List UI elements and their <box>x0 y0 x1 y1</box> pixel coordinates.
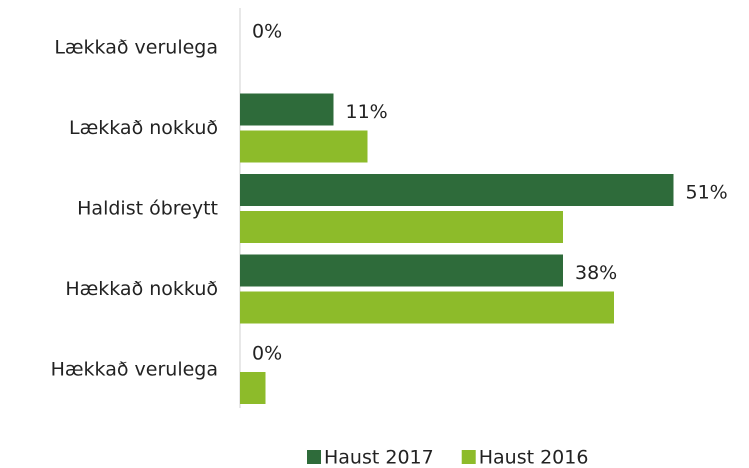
category-label: Hækkað nokkuð <box>65 278 218 300</box>
category-label: Lækkað nokkuð <box>69 117 218 139</box>
data-label: 11% <box>346 101 388 123</box>
legend-label: Haust 2016 <box>479 447 589 468</box>
bar <box>240 372 266 404</box>
legend-swatch <box>307 450 321 464</box>
bar <box>240 174 674 206</box>
bar <box>240 130 368 163</box>
data-label: 38% <box>575 262 617 284</box>
data-label: 51% <box>686 182 728 204</box>
category-label: Haldist óbreytt <box>77 198 218 220</box>
data-label: 0% <box>252 343 282 365</box>
category-label: Hækkað verulega <box>51 359 218 381</box>
legend-swatch <box>461 450 476 464</box>
bar <box>240 211 563 243</box>
bar <box>240 254 563 287</box>
bar <box>240 93 334 126</box>
bar <box>240 291 614 324</box>
category-label: Lækkað verulega <box>54 37 218 59</box>
data-label: 0% <box>252 21 282 43</box>
legend-label: Haust 2017 <box>324 447 434 468</box>
